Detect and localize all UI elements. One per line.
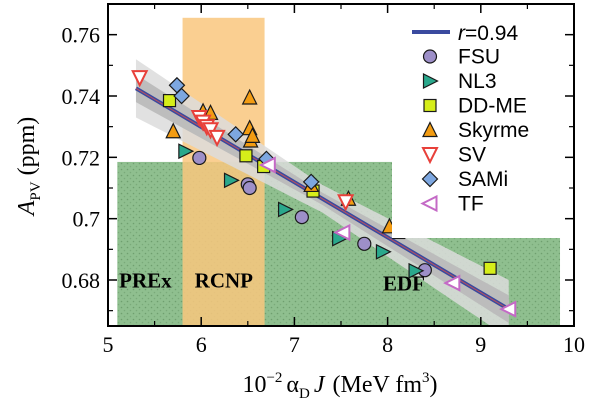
legend-label-nl3: NL3 bbox=[458, 70, 497, 93]
legend-label-dd-me: DD-ME bbox=[458, 95, 527, 118]
x-tick-label: 5 bbox=[103, 332, 114, 357]
legend-marker-sv bbox=[421, 147, 439, 165]
x-tick-label: 7 bbox=[289, 332, 300, 357]
fit-line-group bbox=[134, 86, 510, 311]
y-tick-label: 0.72 bbox=[62, 145, 101, 170]
y-label-unit: (ppm) bbox=[14, 117, 40, 176]
region-labels: PREx RCNP EDF bbox=[119, 269, 425, 296]
point-sami bbox=[173, 87, 190, 105]
legend-marker-fsu bbox=[422, 49, 438, 64]
legend-label-skyrme: Skyrme bbox=[458, 119, 529, 142]
x-tick-label: 10 bbox=[563, 332, 585, 357]
point-tf bbox=[499, 300, 517, 318]
point-nl3 bbox=[375, 243, 392, 260]
x-tick-label: 9 bbox=[475, 332, 486, 357]
legend-marker-skyrme bbox=[422, 121, 438, 138]
fit-line-core bbox=[135, 87, 510, 310]
y-axis-label: APV (ppm) bbox=[14, 117, 44, 218]
legend-marker-dd-me bbox=[423, 98, 437, 113]
point-sv bbox=[337, 194, 355, 212]
point-dd-me bbox=[162, 93, 177, 108]
x-axis-label: 10−2 αD J (MeV fm3) bbox=[242, 370, 437, 402]
x-label-sub: D bbox=[299, 386, 310, 402]
legend-fit-value: =0.94 bbox=[465, 22, 518, 45]
x-label-var: J bbox=[314, 372, 326, 398]
y-label-main: A bbox=[14, 200, 40, 217]
region-label-rcnp: RCNP bbox=[195, 269, 253, 293]
data-points bbox=[131, 70, 517, 318]
point-nl3 bbox=[277, 201, 294, 218]
x-label-prefix: 10 bbox=[242, 372, 266, 398]
point-sv bbox=[208, 129, 226, 148]
point-skyrme bbox=[241, 88, 258, 105]
point-skyrme bbox=[244, 127, 261, 143]
point-tf bbox=[443, 274, 461, 292]
y-tick-label: 0.74 bbox=[62, 84, 101, 109]
point-sami bbox=[302, 173, 320, 191]
region-label-prex: PREx bbox=[119, 269, 172, 293]
region-label-edf: EDF bbox=[383, 272, 425, 296]
legend-label-sami: SAMi bbox=[458, 168, 508, 191]
x-label-unit: (MeV fm bbox=[333, 372, 423, 398]
x-tick-label: 6 bbox=[196, 332, 207, 357]
point-nl3 bbox=[223, 172, 240, 189]
point-nl3 bbox=[178, 143, 195, 160]
legend-label-sv: SV bbox=[458, 144, 486, 167]
legend-marker-nl3 bbox=[422, 73, 439, 89]
x-label-unit-exp: 3 bbox=[422, 370, 430, 386]
y-tick-label: 0.68 bbox=[62, 268, 101, 293]
legend-marker-tf bbox=[420, 194, 438, 213]
x-label-unit-close: ) bbox=[430, 372, 438, 398]
legend-background bbox=[392, 12, 564, 238]
point-skyrme bbox=[165, 122, 182, 139]
point-fsu bbox=[242, 180, 257, 196]
point-fsu bbox=[294, 210, 309, 225]
point-fsu bbox=[192, 150, 207, 166]
legend-fit-label: r=0.94 bbox=[458, 22, 518, 45]
legend-label-tf: TF bbox=[458, 193, 484, 216]
y-label-sub: PV bbox=[28, 181, 44, 200]
x-tick-label: 8 bbox=[382, 332, 393, 357]
point-sv bbox=[131, 70, 149, 88]
axis-ticks: 5 6 7 8 9 10 0.68 0.7 0.72 0.74 0.76 bbox=[62, 4, 585, 357]
legend-fit-r: r bbox=[458, 22, 466, 45]
point-dd-me bbox=[239, 149, 253, 163]
point-tf bbox=[333, 223, 351, 242]
x-label-exp: −2 bbox=[266, 370, 282, 386]
y-tick-label: 0.76 bbox=[62, 23, 101, 48]
point-dd-me bbox=[483, 261, 497, 275]
point-tf bbox=[258, 156, 276, 174]
x-label-greek: α bbox=[286, 372, 299, 398]
legend-label-fsu: FSU bbox=[458, 46, 500, 69]
y-tick-label: 0.7 bbox=[73, 207, 101, 232]
legend-marker-sami bbox=[421, 170, 439, 188]
point-fsu bbox=[357, 236, 372, 251]
point-sami bbox=[227, 125, 245, 143]
point-nl3 bbox=[408, 262, 425, 279]
